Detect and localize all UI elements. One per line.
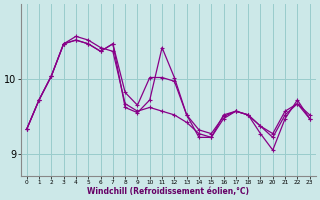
X-axis label: Windchill (Refroidissement éolien,°C): Windchill (Refroidissement éolien,°C) xyxy=(87,187,249,196)
